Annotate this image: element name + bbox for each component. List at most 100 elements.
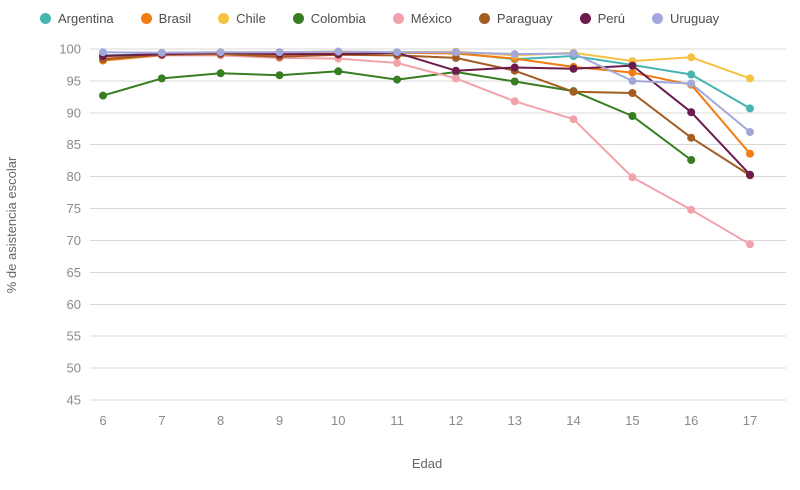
x-tick-label-11: 11 [390, 413, 404, 428]
legend-label-chile: Chile [236, 11, 266, 26]
legend-item-argentina[interactable]: Argentina [40, 12, 114, 25]
data-point-colombia-age-11 [393, 75, 402, 84]
data-point-argentina-age-17 [746, 104, 754, 113]
data-point-peru-age-14 [569, 64, 578, 73]
legend-dot-uruguay [652, 13, 664, 24]
x-tick-label-7: 7 [158, 413, 165, 428]
legend-label-peru: Perú [597, 11, 626, 26]
series-line-mexico [102, 54, 751, 246]
grid-layer: 45 50 55 60 65 70 75 80 85 90 95 100 6 7 8 9 10 11 12 13 14 1… [59, 42, 786, 428]
data-point-uruguay-age-17 [746, 128, 754, 136]
data-point-colombia-age-7 [157, 74, 166, 83]
x-tick-label-13: 13 [507, 413, 521, 428]
legend-dot-chile [218, 13, 230, 24]
data-point-uruguay-age-9 [275, 48, 284, 57]
legend-item-colombia[interactable]: Colombia [292, 11, 366, 26]
data-point-peru-age-12 [451, 66, 460, 75]
line-chart-canvas: 45 50 55 60 65 70 75 80 85 90 95 100 6 7 8 9 10 11 12 13 14 1… [4, 42, 786, 471]
x-axis-title: Edad [412, 456, 442, 471]
x-tick-label-10: 10 [331, 413, 345, 428]
y-tick-label-70: 70 [67, 233, 81, 248]
y-tick-label-85: 85 [67, 137, 81, 152]
data-point-paraguay-age-16 [687, 133, 696, 142]
y-tick-label-80: 80 [67, 169, 81, 184]
data-point-paraguay-age-15 [628, 89, 637, 97]
data-point-mexico-age-15 [628, 173, 637, 182]
legend-dot-colombia [292, 13, 304, 24]
data-point-brasil-age-15 [628, 68, 637, 77]
data-point-peru-age-13 [510, 63, 519, 72]
series-layer [99, 47, 754, 249]
legend-dot-brasil [140, 13, 152, 24]
x-tick-label-16: 16 [684, 413, 698, 428]
data-point-uruguay-age-10 [334, 47, 343, 56]
chart-legend: Argentina Brasil Chile Colombia México Paragu… [0, 0, 800, 27]
data-point-uruguay-age-7 [157, 48, 166, 57]
legend-label-uruguay: Uruguay [670, 11, 720, 26]
data-point-uruguay-age-13 [510, 50, 519, 59]
x-tick-label-14: 14 [566, 413, 580, 428]
y-tick-label-50: 50 [67, 361, 81, 376]
legend-label-colombia: Colombia [310, 11, 366, 26]
y-tick-label-65: 65 [67, 265, 81, 280]
data-point-colombia-age-8 [216, 69, 225, 78]
legend-dot-peru [579, 13, 591, 24]
legend-label-paraguay: Paraguay [496, 11, 553, 26]
series-line-colombia [102, 70, 692, 161]
data-point-mexico-age-11 [393, 59, 402, 67]
data-point-mexico-age-13 [510, 97, 519, 106]
data-point-uruguay-age-14 [569, 49, 578, 58]
legend-item-chile[interactable]: Chile [218, 12, 266, 25]
data-point-colombia-age-13 [510, 77, 519, 86]
x-tick-label-8: 8 [217, 413, 224, 428]
data-point-mexico-age-17 [746, 240, 754, 249]
y-axis-title: % de asistencia escolar [4, 156, 19, 293]
data-point-uruguay-age-12 [451, 48, 460, 57]
y-tick-label-45: 45 [67, 393, 81, 408]
x-tick-label-6: 6 [99, 413, 106, 428]
data-point-chile-age-17 [746, 74, 754, 83]
x-tick-label-12: 12 [449, 413, 463, 428]
data-point-mexico-age-12 [451, 74, 460, 83]
data-point-chile-age-16 [687, 53, 696, 62]
legend-dot-argentina [40, 13, 51, 24]
y-tick-label-75: 75 [67, 201, 81, 216]
legend-label-mexico: México [410, 11, 452, 26]
series-line-paraguay [102, 53, 751, 177]
x-tick-label-17: 17 [743, 413, 757, 428]
legend-item-uruguay[interactable]: Uruguay [652, 12, 719, 25]
data-point-peru-age-17 [746, 170, 754, 179]
y-tick-label-60: 60 [67, 297, 81, 312]
legend-item-mexico[interactable]: México [392, 11, 452, 26]
data-point-colombia-age-6 [99, 91, 107, 100]
legend-dot-paraguay [478, 13, 490, 24]
data-point-peru-age-16 [687, 108, 696, 117]
legend-item-paraguay[interactable]: Paraguay [478, 11, 553, 26]
legend-label-argentina: Argentina [58, 11, 114, 26]
legend-dot-mexico [392, 13, 404, 24]
data-point-colombia-age-9 [275, 71, 284, 80]
data-point-paraguay-age-14 [569, 87, 578, 96]
data-point-uruguay-age-16 [687, 79, 696, 88]
legend-item-peru[interactable]: Perú [579, 11, 626, 26]
y-tick-label-95: 95 [67, 73, 81, 88]
data-point-uruguay-age-6 [99, 48, 107, 57]
data-point-paraguay-age-12 [451, 53, 460, 62]
data-point-argentina-age-16 [687, 70, 696, 79]
data-point-colombia-age-16 [687, 156, 696, 164]
series-line-uruguay [102, 50, 751, 133]
data-point-uruguay-age-8 [216, 48, 225, 57]
data-point-mexico-age-16 [687, 205, 696, 214]
data-point-uruguay-age-15 [628, 76, 637, 85]
legend-label-brasil: Brasil [158, 11, 192, 26]
legend-item-brasil[interactable]: Brasil [140, 11, 192, 26]
x-tick-label-15: 15 [625, 413, 639, 428]
data-point-peru-age-15 [628, 61, 637, 70]
data-point-colombia-age-15 [628, 112, 637, 120]
x-tick-label-9: 9 [276, 413, 283, 428]
y-tick-label-55: 55 [67, 329, 81, 344]
data-point-uruguay-age-11 [393, 48, 402, 57]
data-point-colombia-age-10 [334, 67, 343, 76]
y-tick-label-90: 90 [67, 105, 81, 120]
